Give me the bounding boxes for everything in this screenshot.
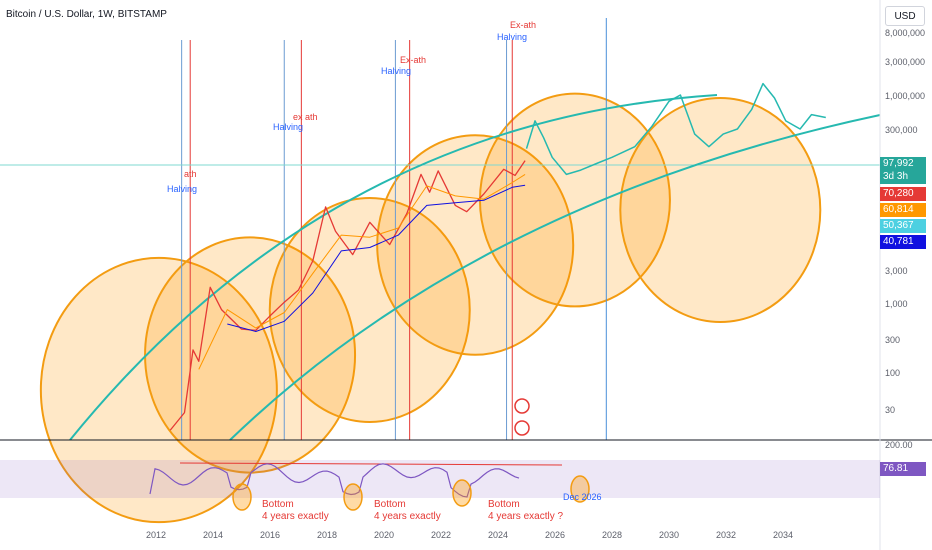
annotation-ath_2: ex ath (293, 112, 318, 122)
rsi-line (149, 463, 520, 498)
y-tick-label: 300 (885, 335, 901, 345)
upper-trend-arc (69, 94, 718, 441)
x-tick-label: 2018 (316, 530, 338, 540)
y-tick-label: 30 (885, 405, 896, 415)
y-tick-label: 100 (885, 368, 901, 378)
x-tick-label: 2022 (430, 530, 452, 540)
y-tick-label: 1,000,000 (885, 91, 926, 101)
bottom-label: Bottom 4 years exactly (374, 499, 441, 523)
main-pane (0, 0, 880, 440)
cycle-circle-6 (619, 97, 822, 323)
price-tag: 3d 3h (880, 170, 926, 184)
annotation-halving_3: Halving (381, 66, 412, 76)
price-tag: 97,992 (880, 157, 926, 171)
x-tick-label: 2030 (658, 530, 680, 540)
bottom-label-line2: 4 years exactly ? (488, 511, 564, 522)
annotation-halving_1: Halving (167, 184, 198, 194)
bottom-circle-4 (570, 475, 590, 503)
annotation-halving_2: Halving (273, 122, 304, 132)
bottom-label: Bottom 4 years exactly (262, 499, 329, 523)
bottom-label-line1: Bottom (488, 499, 520, 510)
rsi-resistance-line (179, 462, 563, 466)
rsi-value-tag: 76.81 (880, 462, 926, 476)
btc-price-series (169, 160, 526, 431)
bottom-label-line1: Bottom (262, 499, 294, 510)
y-tick-label: 8,000,000 (885, 28, 926, 38)
x-tick-label: 2028 (601, 530, 623, 540)
cycle-circle-1 (39, 256, 278, 524)
x-tick-label: 2020 (373, 530, 395, 540)
currency-selector[interactable]: USD (885, 6, 925, 26)
x-tick-label: 2034 (772, 530, 794, 540)
x-tick-label: 2024 (487, 530, 509, 540)
rsi-band (0, 460, 880, 498)
cycle-circle-2 (144, 236, 357, 474)
projection-series (525, 82, 826, 176)
x-tick-label: 2032 (715, 530, 737, 540)
x-tick-label: 2014 (202, 530, 224, 540)
bottom-circle-2 (343, 483, 363, 511)
x-tick-label: 2012 (145, 530, 167, 540)
price-tag: 70,280 (880, 187, 926, 201)
price-tag: 60,814 (880, 203, 926, 217)
lower-trend-arc (229, 114, 881, 441)
y-tick-label: 300,000 (885, 125, 918, 135)
cycle-circle-3 (268, 197, 471, 423)
bottom-label-line2: 4 years exactly (374, 511, 441, 522)
y-tick-label: 200.00 (885, 440, 913, 450)
x-tick-label: 2026 (544, 530, 566, 540)
event-icon-flash (514, 398, 530, 414)
annotation-halving_4: Halving (497, 32, 528, 42)
y-tick-label: 1,000 (885, 299, 908, 309)
chart-title: Bitcoin / U.S. Dollar, 1W, BITSTAMP (6, 9, 167, 20)
price-tag: 50,367 (880, 219, 926, 233)
dec-2026-label: Dec 2026 (563, 492, 602, 502)
annotation-ath_1: ath (184, 169, 197, 179)
bottom-label-line2: 4 years exactly (262, 511, 329, 522)
event-icon-flag (514, 420, 530, 436)
bottom-label: Bottom 4 years exactly ? (488, 499, 563, 523)
bottom-circle-3 (452, 479, 472, 507)
x-tick-label: 2016 (259, 530, 281, 540)
y-tick-label: 3,000,000 (885, 57, 926, 67)
annotation-ath_4: Ex-ath (510, 20, 537, 30)
ma-orange (198, 173, 526, 370)
bottom-circle-1 (232, 483, 252, 511)
y-tick-label: 3,000 (885, 266, 908, 276)
ma-blue (227, 184, 526, 332)
price-tag: 40,781 (880, 235, 926, 249)
bottom-label-line1: Bottom (374, 499, 406, 510)
cycle-circle-4 (376, 134, 575, 356)
annotation-ath_3: Ex-ath (400, 55, 427, 65)
